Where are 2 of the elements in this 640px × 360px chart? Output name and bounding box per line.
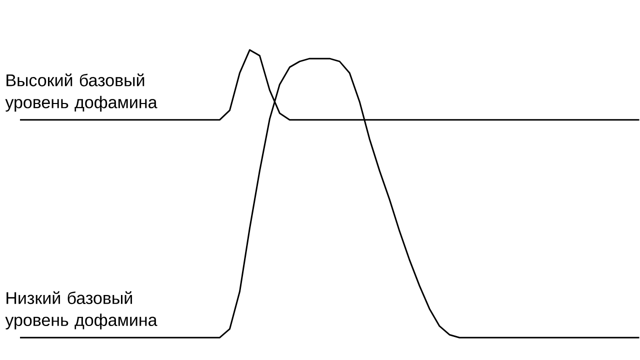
series-label: Высокий базовый уровень дофамина <box>5 74 158 112</box>
series-label: Низкий базовый уровень дофамина <box>5 292 158 330</box>
